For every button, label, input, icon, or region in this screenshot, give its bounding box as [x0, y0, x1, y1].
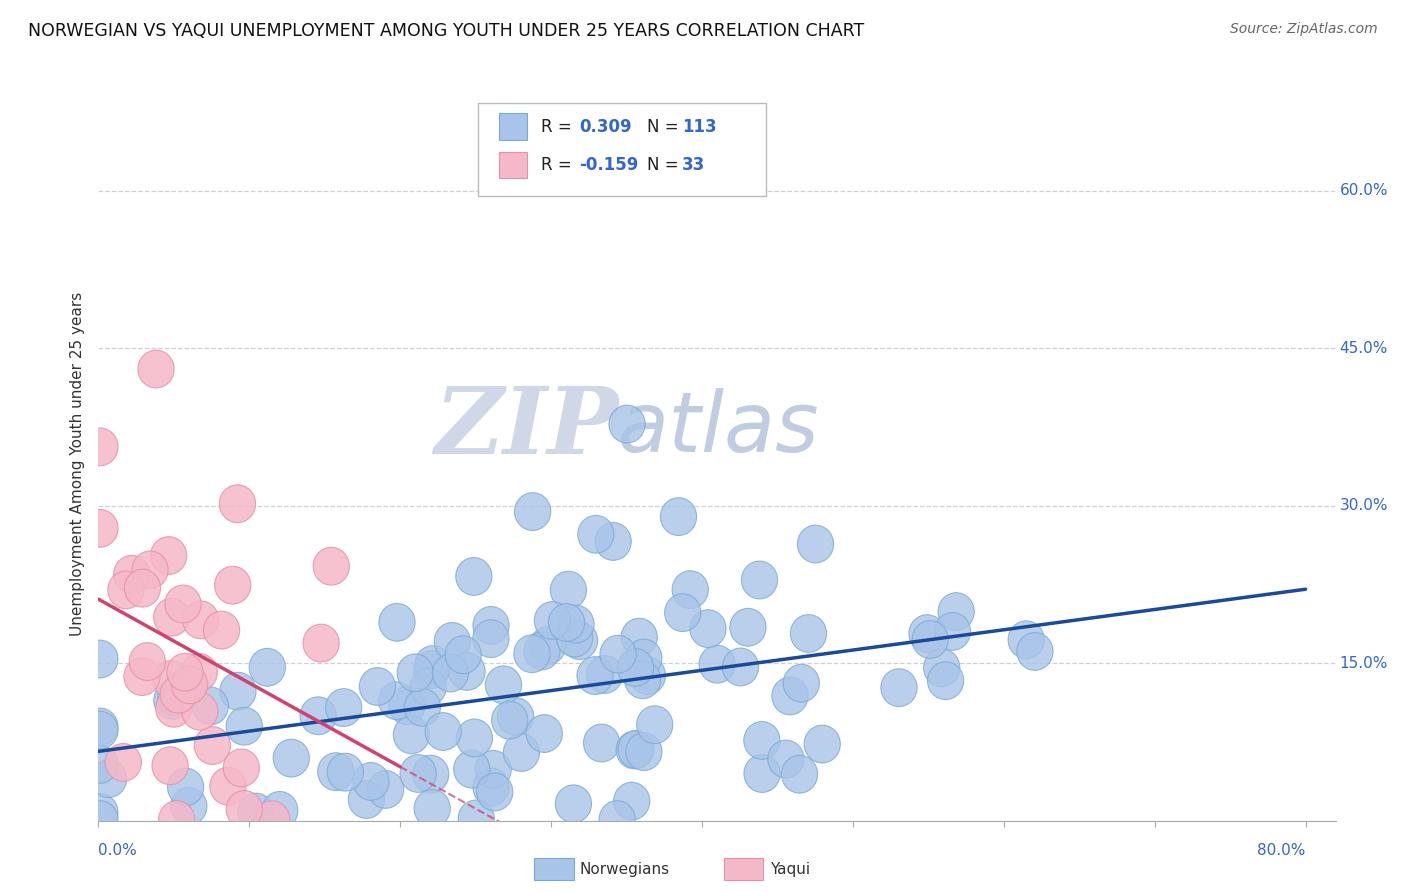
- Text: 15.0%: 15.0%: [1340, 656, 1388, 671]
- Text: -0.159: -0.159: [579, 156, 638, 174]
- Text: ZIP: ZIP: [434, 384, 619, 473]
- Text: 60.0%: 60.0%: [1340, 184, 1388, 199]
- Text: 0.0%: 0.0%: [98, 844, 138, 858]
- Text: Norwegians: Norwegians: [579, 863, 669, 877]
- Text: R =: R =: [541, 118, 578, 136]
- Text: N =: N =: [647, 118, 683, 136]
- Text: 0.309: 0.309: [579, 118, 631, 136]
- Text: 45.0%: 45.0%: [1340, 341, 1388, 356]
- Text: 30.0%: 30.0%: [1340, 499, 1388, 513]
- Text: 33: 33: [682, 156, 706, 174]
- Text: atlas: atlas: [619, 388, 820, 468]
- Text: Source: ZipAtlas.com: Source: ZipAtlas.com: [1230, 22, 1378, 37]
- Text: N =: N =: [647, 156, 683, 174]
- Text: R =: R =: [541, 156, 578, 174]
- Text: Yaqui: Yaqui: [770, 863, 811, 877]
- Text: NORWEGIAN VS YAQUI UNEMPLOYMENT AMONG YOUTH UNDER 25 YEARS CORRELATION CHART: NORWEGIAN VS YAQUI UNEMPLOYMENT AMONG YO…: [28, 22, 865, 40]
- Text: 80.0%: 80.0%: [1257, 844, 1306, 858]
- Y-axis label: Unemployment Among Youth under 25 years: Unemployment Among Youth under 25 years: [70, 292, 86, 636]
- Text: 113: 113: [682, 118, 717, 136]
